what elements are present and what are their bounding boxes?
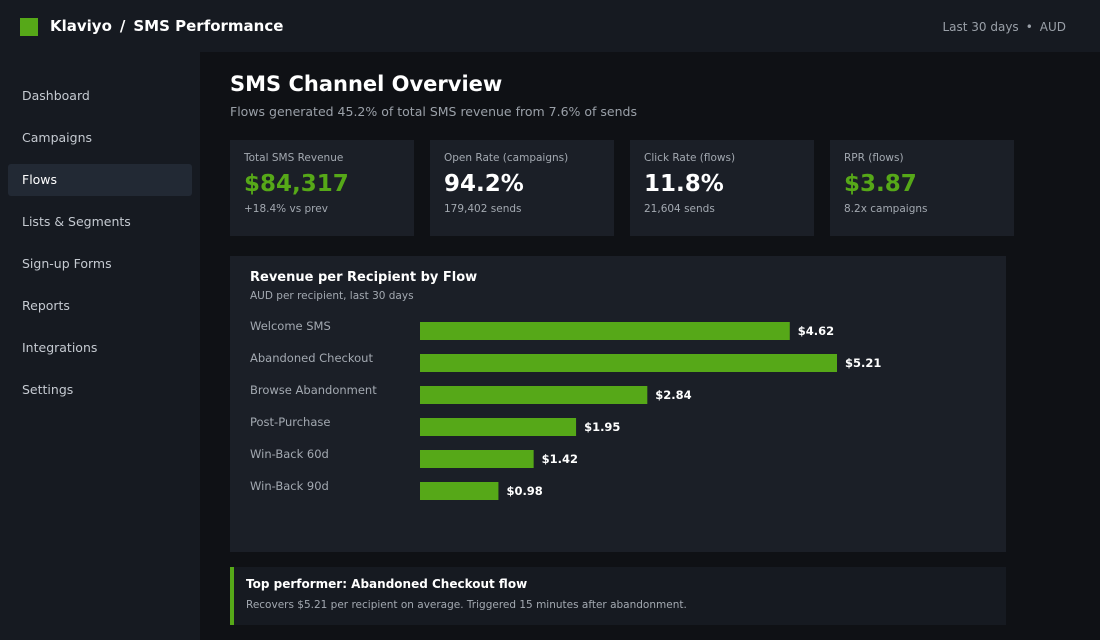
sidebar: Dashboard Campaigns Flows Lists & Segmen… <box>0 52 200 640</box>
sidebar-item-signup-forms[interactable]: Sign-up Forms <box>22 256 112 271</box>
bar-value-label: $1.42 <box>542 452 578 466</box>
sidebar-item-reports[interactable]: Reports <box>22 298 70 313</box>
kpi-label: RPR (flows) <box>844 152 904 164</box>
bar <box>420 354 837 372</box>
bar <box>420 482 499 500</box>
main-content: SMS Channel Overview Flows generated 45.… <box>200 52 1100 640</box>
bar-category-label: Abandoned Checkout <box>250 351 373 365</box>
bar-category-label: Browse Abandonment <box>250 383 377 397</box>
top-performer-callout: Top performer: Abandoned Checkout flow R… <box>230 567 1006 625</box>
page-subtitle: Flows generated 45.2% of total SMS reven… <box>230 104 637 119</box>
bar-value-label: $0.98 <box>506 484 542 498</box>
sidebar-item-campaigns[interactable]: Campaigns <box>22 130 93 145</box>
date-range-label: Last 30 days <box>942 20 1019 34</box>
bar-value-label: $5.21 <box>845 356 881 370</box>
rpr-chart-card: Revenue per Recipient by Flow AUD per re… <box>230 256 1006 552</box>
app-title: Klaviyo / SMS Performance <box>50 17 283 35</box>
kpi-value: $3.87 <box>844 171 917 197</box>
bar-value-label: $4.62 <box>798 324 834 338</box>
bar-value-label: $1.95 <box>584 420 620 434</box>
bar <box>420 418 577 436</box>
callout-title: Top performer: Abandoned Checkout flow <box>246 577 528 591</box>
meta-separator: • <box>1025 20 1033 34</box>
sidebar-item-dashboard[interactable]: Dashboard <box>22 88 90 103</box>
kpi-sub: 179,402 sends <box>444 203 522 215</box>
top-bar: Klaviyo / SMS Performance Last 30 days • AUD <box>0 0 1100 52</box>
sidebar-item-settings[interactable]: Settings <box>22 382 74 397</box>
kpi-label: Open Rate (campaigns) <box>444 152 569 164</box>
chart-subtitle: AUD per recipient, last 30 days <box>250 290 414 302</box>
kpi-sub: +18.4% vs prev <box>244 203 328 215</box>
brand-name[interactable]: Klaviyo <box>50 17 112 35</box>
sidebar-item-flows[interactable]: Flows <box>8 164 192 196</box>
bar-category-label: Win-Back 90d <box>250 479 329 493</box>
kpi-sub: 21,604 sends <box>644 203 715 215</box>
chart-title: Revenue per Recipient by Flow <box>250 270 478 285</box>
title-separator: / <box>119 17 126 35</box>
kpi-value: 94.2% <box>444 171 524 197</box>
kpi-sub: 8.2x campaigns <box>844 203 928 215</box>
date-range-selector[interactable]: Last 30 days • AUD <box>942 20 1066 34</box>
kpi-card-click-rate: Click Rate (flows) 11.8% 21,604 sends <box>630 140 814 236</box>
bar-category-label: Welcome SMS <box>250 319 331 333</box>
bar <box>420 450 534 468</box>
bar <box>420 322 790 340</box>
logo-square-icon <box>20 18 38 36</box>
currency-label: AUD <box>1039 20 1066 34</box>
rpr-bar-chart: Welcome SMS $4.62 Abandoned Checkout $5.21 B… <box>250 319 881 500</box>
bar <box>420 386 648 404</box>
kpi-label: Total SMS Revenue <box>244 152 344 164</box>
sidebar-item-integrations[interactable]: Integrations <box>22 340 98 355</box>
kpi-value: $84,317 <box>244 171 349 197</box>
kpi-card-total-revenue: Total SMS Revenue $84,317 +18.4% vs prev <box>230 140 414 236</box>
callout-text: Recovers $5.21 per recipient on average.… <box>246 599 687 611</box>
sidebar-item-lists-segments[interactable]: Lists & Segments <box>22 214 131 229</box>
kpi-value: 11.8% <box>644 171 724 197</box>
kpi-label: Click Rate (flows) <box>644 152 736 164</box>
bar-value-label: $2.84 <box>655 388 691 402</box>
bar-category-label: Post-Purchase <box>250 415 330 429</box>
page-title: SMS Channel Overview <box>230 72 503 96</box>
bar-category-label: Win-Back 60d <box>250 447 329 461</box>
section-name: SMS Performance <box>133 17 284 35</box>
kpi-card-open-rate: Open Rate (campaigns) 94.2% 179,402 send… <box>430 140 614 236</box>
kpi-card-rpr: RPR (flows) $3.87 8.2x campaigns <box>830 140 1014 236</box>
